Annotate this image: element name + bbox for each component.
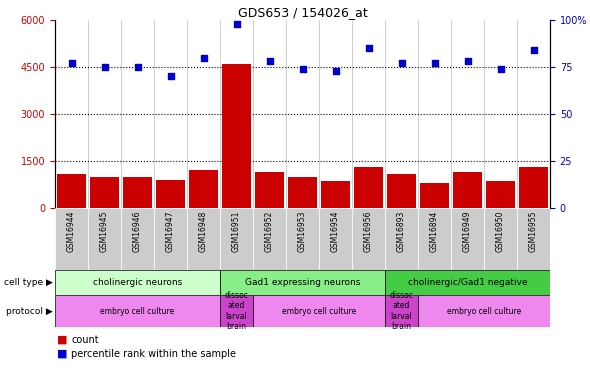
Title: GDS653 / 154026_at: GDS653 / 154026_at <box>238 6 368 19</box>
Text: GSM16944: GSM16944 <box>67 210 76 252</box>
Bar <box>57 174 86 208</box>
Point <box>397 60 407 66</box>
Bar <box>90 177 119 208</box>
Point <box>232 21 241 27</box>
Bar <box>385 208 418 270</box>
Bar <box>88 208 121 270</box>
Text: GSM16947: GSM16947 <box>166 210 175 252</box>
Text: count: count <box>71 335 99 345</box>
Text: protocol ▶: protocol ▶ <box>6 306 53 315</box>
Bar <box>319 208 352 270</box>
Bar <box>253 208 286 270</box>
Text: dissoc
ated
larval
brain: dissoc ated larval brain <box>389 291 414 331</box>
Text: Gad1 expressing neurons: Gad1 expressing neurons <box>245 278 360 287</box>
Point <box>364 45 373 51</box>
Text: GSM16946: GSM16946 <box>133 210 142 252</box>
Bar <box>388 174 415 208</box>
Bar <box>355 167 382 208</box>
Point <box>265 58 274 64</box>
Bar <box>220 208 253 270</box>
Bar <box>385 270 550 295</box>
Bar <box>418 208 451 270</box>
Bar <box>220 295 253 327</box>
Bar <box>123 177 152 208</box>
Bar <box>55 270 220 295</box>
Point <box>100 64 109 70</box>
Text: ■: ■ <box>57 335 71 345</box>
Text: GSM16955: GSM16955 <box>529 210 538 252</box>
Text: dissoc
ated
larval
brain: dissoc ated larval brain <box>225 291 248 331</box>
Point <box>298 66 307 72</box>
Text: GSM16894: GSM16894 <box>430 210 439 252</box>
Text: cell type ▶: cell type ▶ <box>4 278 53 287</box>
Bar <box>519 167 548 208</box>
Bar <box>220 270 385 295</box>
Text: GSM16949: GSM16949 <box>463 210 472 252</box>
Text: GSM16893: GSM16893 <box>397 210 406 252</box>
Bar <box>121 208 154 270</box>
Text: percentile rank within the sample: percentile rank within the sample <box>71 349 236 359</box>
Text: GSM16952: GSM16952 <box>265 210 274 252</box>
Point <box>199 55 208 61</box>
Bar <box>487 182 514 208</box>
Bar <box>517 208 550 270</box>
Text: GSM16953: GSM16953 <box>298 210 307 252</box>
Bar <box>289 177 316 208</box>
Point <box>463 58 472 64</box>
Point <box>67 60 76 66</box>
Point <box>529 47 538 53</box>
Bar <box>352 208 385 270</box>
Text: GSM16950: GSM16950 <box>496 210 505 252</box>
Bar <box>421 183 448 208</box>
Text: cholinergic/Gad1 negative: cholinergic/Gad1 negative <box>408 278 527 287</box>
Bar <box>189 170 218 208</box>
Point <box>496 66 505 72</box>
Text: GSM16956: GSM16956 <box>364 210 373 252</box>
Bar <box>253 295 385 327</box>
Bar <box>322 182 349 208</box>
Bar <box>255 172 284 208</box>
Text: GSM16951: GSM16951 <box>232 210 241 252</box>
Bar <box>451 208 484 270</box>
Point <box>331 68 340 74</box>
Bar <box>454 172 481 208</box>
Text: ■: ■ <box>57 349 71 359</box>
Bar <box>418 295 550 327</box>
Bar <box>55 295 220 327</box>
Point <box>430 60 439 66</box>
Bar <box>222 64 251 208</box>
Text: cholinergic neurons: cholinergic neurons <box>93 278 182 287</box>
Bar <box>286 208 319 270</box>
Text: embryo cell culture: embryo cell culture <box>282 306 356 315</box>
Bar <box>154 208 187 270</box>
Bar <box>187 208 220 270</box>
Text: embryo cell culture: embryo cell culture <box>447 306 521 315</box>
Text: GSM16954: GSM16954 <box>331 210 340 252</box>
Text: GSM16945: GSM16945 <box>100 210 109 252</box>
Bar <box>484 208 517 270</box>
Point <box>166 74 175 80</box>
Bar <box>156 180 185 208</box>
Bar <box>385 295 418 327</box>
Point <box>133 64 142 70</box>
Text: embryo cell culture: embryo cell culture <box>100 306 175 315</box>
Bar <box>55 208 88 270</box>
Text: GSM16948: GSM16948 <box>199 210 208 252</box>
